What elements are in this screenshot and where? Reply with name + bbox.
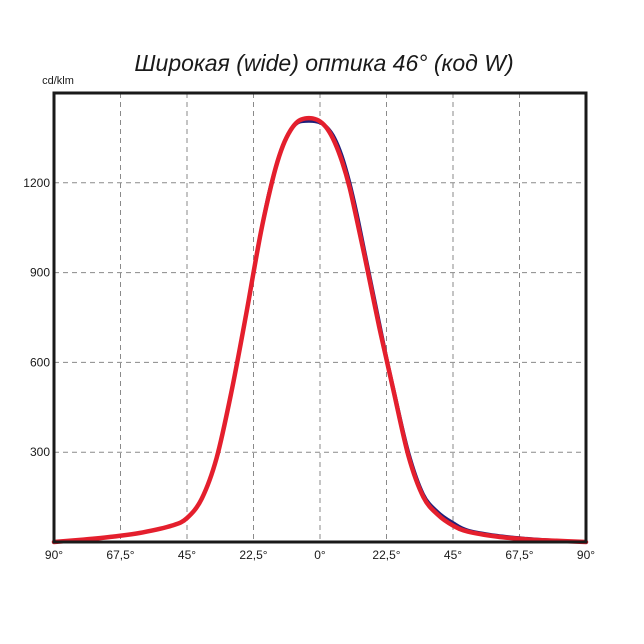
- x-tick-label: 90°: [577, 548, 595, 562]
- series-line-2: [51, 115, 589, 545]
- y-tick-label: 900: [30, 266, 50, 280]
- y-tick-labels: 300 600 900 1200: [23, 176, 50, 459]
- y-tick-label: 300: [30, 445, 50, 459]
- y-axis-unit-label: cd/klm: [42, 75, 74, 87]
- y-tick-label: 1200: [23, 176, 50, 190]
- curves: [51, 115, 589, 545]
- grid: [54, 93, 586, 542]
- x-tick-label: 67,5°: [505, 548, 533, 562]
- x-tick-labels: 90° 67,5° 45° 22,5° 0° 22,5° 45° 67,5° 90°: [45, 548, 595, 562]
- x-tick-label: 90°: [45, 548, 63, 562]
- chart-title: Широкая (wide) оптика 46° (код W): [134, 50, 513, 76]
- x-tick-label: 0°: [314, 548, 326, 562]
- x-tick-label: 22,5°: [239, 548, 267, 562]
- x-tick-label: 22,5°: [372, 548, 400, 562]
- x-tick-label: 67,5°: [106, 548, 134, 562]
- y-tick-label: 600: [30, 355, 50, 369]
- x-tick-label: 45°: [178, 548, 196, 562]
- x-tick-label: 45°: [444, 548, 462, 562]
- plot-frame: [52, 91, 588, 544]
